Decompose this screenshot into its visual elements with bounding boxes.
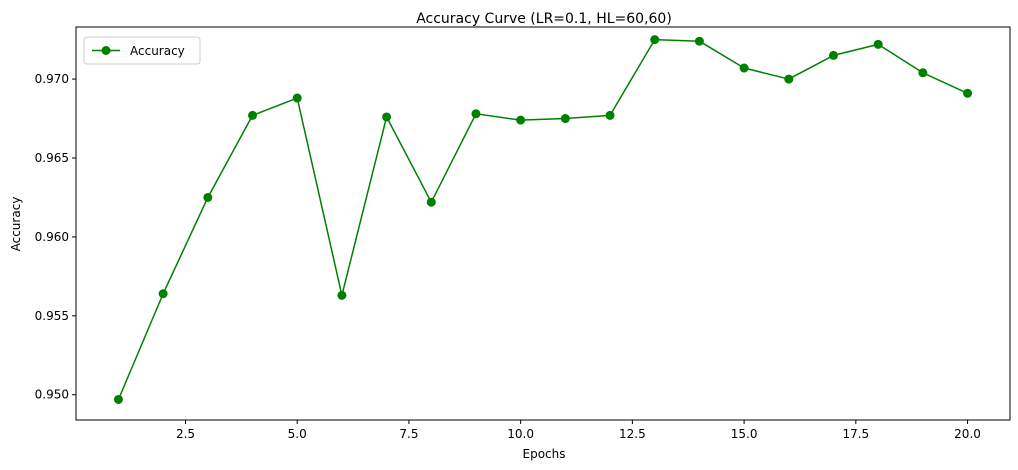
data-point (605, 110, 615, 120)
x-tick-label: 2.5 (176, 427, 195, 441)
x-axis-ticks: 2.5 5.0 7.5 10.0 12.5 15.0 17.5 20.0 (176, 420, 981, 441)
y-tick-label: 0.960 (35, 230, 69, 244)
y-tick-label: 0.955 (35, 309, 69, 323)
x-tick-label: 12.5 (619, 427, 646, 441)
x-tick-label: 15.0 (731, 427, 758, 441)
x-tick-label: 10.0 (507, 427, 534, 441)
legend-marker-sample (101, 46, 111, 55)
y-tick-label: 0.965 (35, 151, 69, 165)
series-line-accuracy (117, 38, 968, 400)
x-tick-label: 5.0 (288, 427, 307, 441)
data-point (113, 394, 123, 404)
data-point (337, 290, 347, 300)
legend-label: Accuracy (130, 44, 185, 58)
data-point (426, 197, 436, 207)
y-tick-label: 0.950 (35, 388, 69, 402)
x-axis-label: Epochs (523, 447, 566, 461)
legend-box (83, 36, 201, 65)
data-point (873, 39, 883, 49)
plot-area-frame (75, 26, 1011, 421)
series-layer (113, 35, 973, 404)
y-axis-ticks: 0.950 0.955 0.960 0.965 0.970 (35, 72, 76, 402)
chart-title: Accuracy Curve (LR=0.1, HL=60,60) (416, 11, 672, 27)
data-point (963, 88, 973, 98)
data-point (784, 74, 794, 84)
data-point (650, 35, 660, 45)
data-point (471, 109, 481, 119)
data-point (203, 192, 213, 202)
x-tick-label: 7.5 (399, 427, 418, 441)
data-point (560, 114, 570, 124)
data-point (739, 63, 749, 73)
y-axis-label: Accuracy (9, 197, 23, 252)
data-point (158, 289, 168, 299)
data-point (382, 112, 392, 122)
data-point (516, 115, 526, 125)
data-point (828, 50, 838, 60)
data-point (918, 68, 928, 78)
x-tick-label: 17.5 (842, 427, 869, 441)
y-tick-label: 0.970 (35, 72, 69, 86)
data-point (292, 93, 302, 103)
x-tick-label: 20.0 (954, 427, 981, 441)
data-point (694, 36, 704, 46)
data-point (248, 110, 258, 120)
legend: Accuracy (83, 36, 201, 65)
